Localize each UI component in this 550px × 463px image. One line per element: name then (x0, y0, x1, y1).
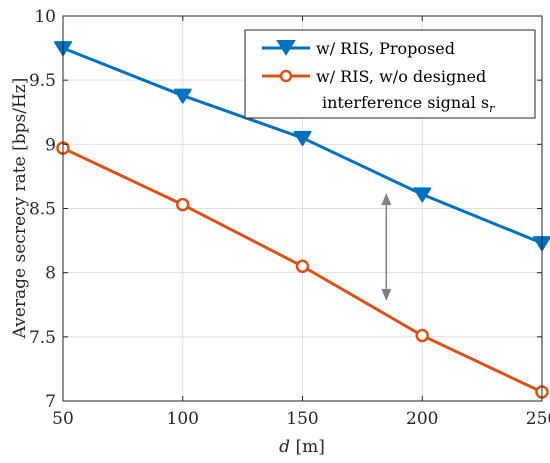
y-tick-label: 9 (45, 135, 56, 155)
series-0-point (173, 88, 192, 104)
series-1-point (176, 197, 190, 212)
y-axis-label: Average secrecy rate [bps/Hz] (10, 78, 30, 340)
x-axis-label-unit: [m] (290, 437, 325, 457)
annotation-layer (381, 193, 392, 301)
legend-marker-proposed (276, 40, 296, 56)
legend-label-proposed: w/ RIS, Proposed (316, 39, 455, 58)
x-tick-label: 150 (286, 409, 318, 429)
x-tick-label: 100 (167, 409, 199, 429)
x-axis-label: d [m] (279, 437, 325, 457)
y-tick-label: 7.5 (29, 328, 56, 348)
legend-label-baseline-2: interference signal sr (322, 93, 495, 115)
series-0-point (413, 187, 432, 203)
x-axis-label-var: d (279, 437, 290, 457)
annotation-arrow-head-up (381, 193, 392, 206)
y-tick-label: 10 (34, 7, 56, 27)
ticks: 50 100 150 200 250 7 7.5 8 8.5 9 9.5 10 (29, 7, 550, 429)
series-layer (54, 41, 550, 399)
y-tick-label: 9.5 (29, 71, 56, 91)
legend-label-baseline-2-main: interference signal s (322, 93, 489, 112)
annotation-arrow-head-down (381, 288, 392, 301)
x-tick-label: 250 (526, 409, 550, 429)
legend: w/ RIS, Proposed w/ RIS, w/o designed in… (244, 29, 536, 119)
series-0-point (293, 130, 312, 146)
x-tick-label: 50 (52, 409, 74, 429)
legend-label-baseline-2-sub: r (489, 102, 495, 115)
y-tick-label: 8 (45, 264, 56, 284)
series-1-point (295, 259, 310, 273)
series-1-point (415, 328, 429, 343)
legend-box (244, 29, 536, 119)
y-tick-label: 8.5 (29, 200, 56, 220)
legend-marker-baseline (279, 69, 293, 83)
legend-label-baseline-1: w/ RIS, w/o designed (316, 67, 486, 86)
y-tick-label: 7 (45, 392, 56, 412)
x-tick-label: 200 (406, 409, 438, 429)
